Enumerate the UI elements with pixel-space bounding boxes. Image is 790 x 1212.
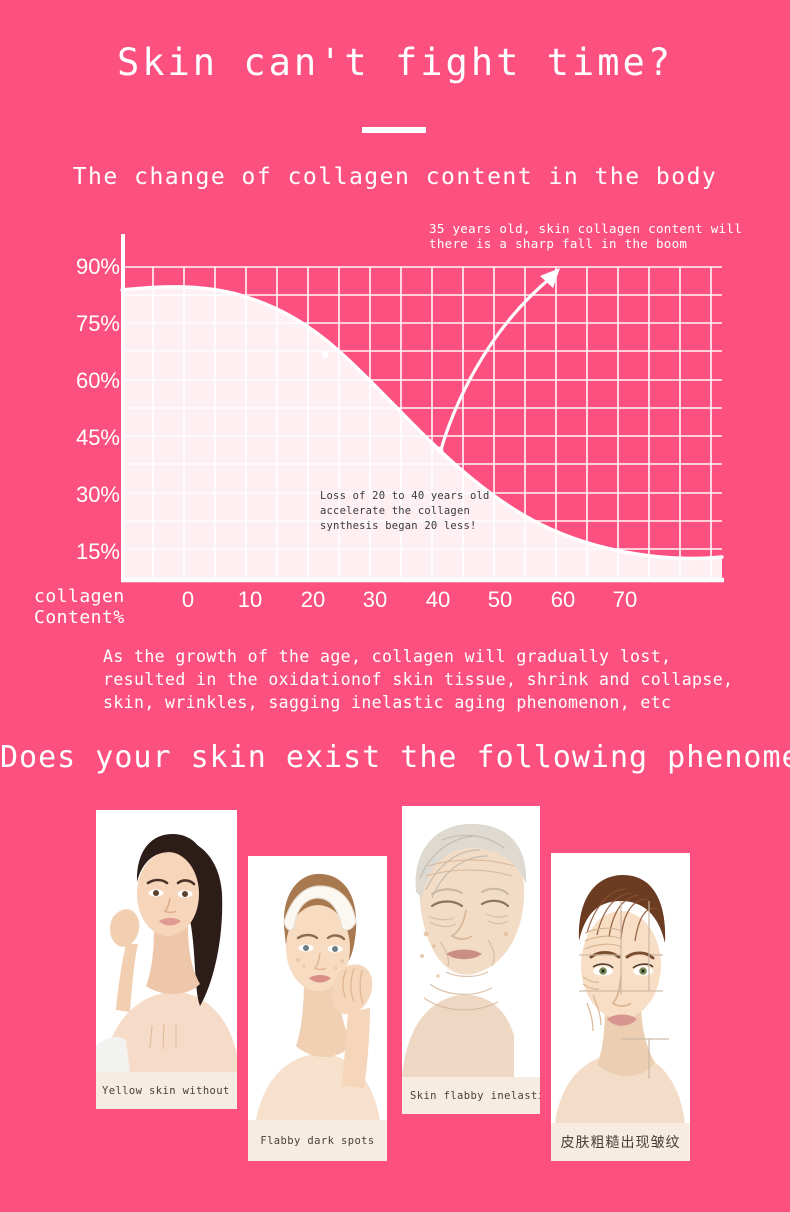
photo-illustration — [96, 810, 237, 1072]
collagen-chart: 35 years old, skin collagen content will… — [34, 221, 742, 628]
title-divider — [362, 127, 426, 133]
chart-annotation-inner-line2: accelerate the collagen — [320, 505, 470, 517]
chart-x-tick-labels: 0 10 20 30 40 50 60 70 — [122, 588, 742, 616]
chart-grid-vertical — [152, 267, 712, 578]
chart-annotation-top-line2: there is a sharp fall in the boom — [429, 236, 688, 251]
description-paragraph: As the growth of the age, collagen will … — [103, 645, 743, 714]
photo-illustration — [551, 853, 690, 1123]
y-tick-75: 75% — [75, 311, 120, 336]
symptom-card-dark-spots[interactable]: Flabby dark spots — [248, 856, 387, 1161]
photo-illustration — [248, 856, 387, 1120]
x-tick-50: 50 — [487, 587, 513, 612]
section-heading: Does your skin exist the following pheno… — [0, 740, 790, 775]
photo-young-woman-dark-hair — [96, 810, 237, 1072]
chart-curve-line — [120, 285, 724, 561]
chart-annotation-top-line1: 35 years old, skin collagen content will — [429, 221, 743, 236]
photo-elderly-woman — [402, 806, 540, 1077]
chart-y-tick-labels: 90% 75% 60% 45% 30% 15% — [58, 256, 120, 568]
chart-y-axis-caption: collagen Content% — [34, 586, 125, 628]
x-tick-30: 30 — [362, 587, 388, 612]
wrinkle-grid-overlay — [579, 901, 669, 1079]
chart-marker-20 — [321, 351, 329, 359]
description-line-3: skin, wrinkles, sagging inelastic aging … — [103, 693, 672, 712]
chart-plot — [120, 234, 724, 583]
x-tick-60: 60 — [550, 587, 576, 612]
y-tick-90: 90% — [75, 254, 120, 279]
y-tick-45: 45% — [75, 425, 120, 450]
chart-callout-arrowhead — [540, 268, 560, 288]
chart-title: The change of collagen content in the bo… — [72, 164, 718, 190]
card-caption: 皮肤粗糙出现皱纹 — [551, 1123, 690, 1161]
chart-area-fill — [122, 286, 722, 578]
photo-illustration — [402, 806, 540, 1077]
y-tick-60: 60% — [75, 368, 120, 393]
y-tick-30: 30% — [75, 482, 120, 507]
description-line-1: As the growth of the age, collagen will … — [103, 647, 672, 666]
chart-y-axis-caption-line2: Content% — [34, 607, 125, 628]
card-caption: Skin flabby inelastic — [402, 1077, 540, 1114]
chart-y-axis-caption-line1: collagen — [34, 586, 125, 607]
y-tick-15: 15% — [75, 539, 120, 564]
chart-annotation-inner-line3: synthesis began 20 less! — [320, 520, 477, 532]
symptom-card-yellow-skin[interactable]: Yellow skin without luster — [96, 810, 237, 1109]
card-caption: Yellow skin without luster — [96, 1072, 237, 1109]
photo-woman-wrinkle-grid — [551, 853, 690, 1123]
chart-callout-arrow — [439, 274, 555, 452]
photo-woman-headband — [248, 856, 387, 1120]
x-tick-0: 0 — [181, 587, 195, 612]
chart-annotation-top: 35 years old, skin collagen content will… — [429, 221, 742, 251]
symptom-card-flabby-inelastic[interactable]: Skin flabby inelastic — [402, 806, 540, 1114]
chart-annotation-inner-line1: Loss of 20 to 40 years old — [320, 490, 490, 502]
symptom-card-rough-wrinkles[interactable]: 皮肤粗糙出现皱纹 — [551, 853, 690, 1161]
x-tick-20: 20 — [300, 587, 326, 612]
chart-annotation-inner: Loss of 20 to 40 years old accelerate th… — [320, 489, 490, 534]
chart-grid-horizontal — [122, 266, 722, 550]
description-line-2: resulted in the oxidationof skin tissue,… — [103, 670, 734, 689]
x-tick-10: 10 — [237, 587, 263, 612]
page-title: Skin can't fight time? — [116, 41, 674, 84]
x-tick-70: 70 — [612, 587, 638, 612]
x-tick-40: 40 — [425, 587, 451, 612]
card-caption: Flabby dark spots — [248, 1120, 387, 1161]
